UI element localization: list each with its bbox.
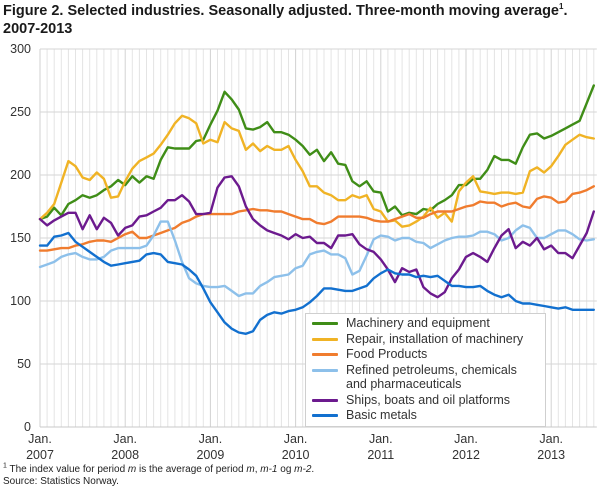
legend-label: Basic metals [346, 408, 417, 422]
x-tick-label-month: Jan. [113, 432, 137, 446]
legend-label: Machinery and equipment [346, 316, 490, 330]
footnote-marker: 1 [3, 462, 7, 470]
x-tick-label-month: Jan. [28, 432, 52, 446]
footnote-var: m-2 [294, 464, 312, 475]
title-text: Figure 2. Selected industries. Seasonall… [3, 3, 559, 19]
axes: 0 50 100 150 200 250 300 Jan. 2007 Jan. 2008 Jan. 20… [10, 42, 565, 462]
legend-swatch [312, 414, 338, 417]
title-period: 2007-2013 [3, 21, 73, 37]
x-tick-label-month: Jan. [284, 432, 308, 446]
x-tick-label-year: 2012 [452, 448, 480, 462]
y-tick-label: 150 [10, 231, 31, 245]
footnote-text: is the average of period [136, 464, 247, 475]
footnote-var: m [127, 464, 137, 475]
series-line-5 [38, 175, 595, 299]
footnote-var: m-1 [260, 464, 278, 475]
footnote: 1 The index value for period m is the av… [3, 462, 315, 488]
x-tick-label-year: 2011 [367, 448, 394, 462]
legend-label: Repair, installation of machinery [346, 331, 524, 346]
x-tick-label-year: 2013 [537, 448, 565, 462]
y-tick-label: 200 [10, 168, 31, 182]
legend-item: Ships, boats and oil platforms [312, 393, 541, 408]
x-tick-label-year: 2010 [282, 448, 310, 462]
title-period-mark: . [563, 3, 568, 19]
footnote-text: , [254, 464, 261, 475]
y-tick-label: 50 [17, 357, 31, 371]
footnote-var: m [246, 464, 255, 475]
legend-label: Food Products [346, 347, 428, 361]
legend-swatch [312, 337, 338, 341]
chart-title: Figure 2. Selected industries. Seasonall… [3, 2, 567, 38]
x-tick-label-year: 2009 [196, 448, 224, 462]
x-tick-label-month: Jan. [539, 432, 563, 446]
y-tick-label: 300 [10, 42, 31, 56]
x-tick-label-month: Jan. [369, 432, 393, 446]
x-tick-label-year: 2008 [111, 448, 139, 462]
series-line-6 [38, 231, 595, 335]
footnote-text: og [277, 464, 295, 475]
legend-label: Refined petroleums, chemicals and pharma… [346, 362, 517, 392]
legend-item: Food Products [312, 347, 541, 362]
source-note: Source: Statistics Norway. [3, 476, 119, 487]
legend-swatch [312, 353, 338, 356]
y-tick-label: 0 [24, 420, 31, 434]
series-line-2 [38, 114, 595, 228]
legend-item: Repair, installation of machinery [312, 332, 541, 347]
series-line-4 [38, 220, 595, 298]
legend: Machinery and equipment Repair, installat… [305, 313, 546, 427]
y-tick-label: 100 [10, 294, 31, 308]
x-tick-label-month: Jan. [199, 432, 223, 446]
footnote-definition: 1 The index value for period m is the av… [3, 462, 315, 476]
series-line-1 [38, 84, 595, 221]
title-footnote-marker: 1 [559, 2, 564, 12]
x-tick-label-year: 2007 [26, 448, 54, 462]
footnote-text: The index value for period [6, 464, 128, 475]
x-tick-label-month: Jan. [454, 432, 478, 446]
legend-item: Machinery and equipment [312, 316, 541, 331]
series-line-3 [38, 185, 595, 252]
legend-label: Ships, boats and oil platforms [346, 392, 510, 407]
legend-swatch [312, 398, 338, 402]
series-lines [38, 84, 595, 335]
legend-item: Basic metals [312, 408, 541, 423]
legend-swatch [312, 322, 338, 325]
legend-swatch [312, 368, 338, 372]
y-tick-label: 250 [10, 105, 31, 119]
legend-item: Refined petroleums, chemicals and pharma… [312, 363, 541, 392]
footnote-text: . [311, 464, 315, 475]
